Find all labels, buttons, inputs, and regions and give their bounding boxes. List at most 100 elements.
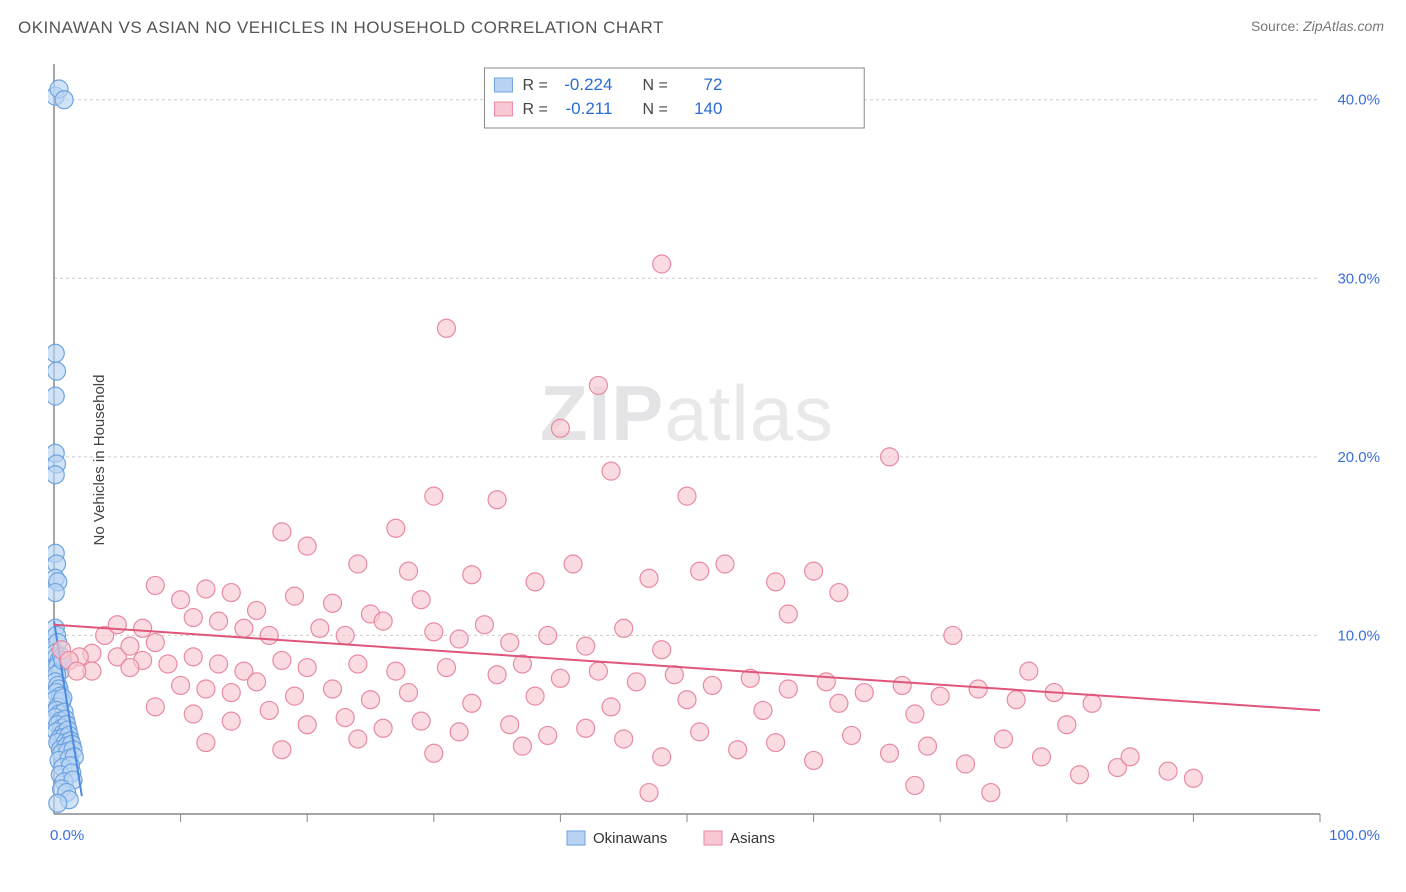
data-point-asians: [1032, 748, 1050, 766]
watermark: ZIPatlas: [540, 369, 834, 457]
data-point-asians: [602, 462, 620, 480]
data-point-asians: [437, 319, 455, 337]
data-point-asians: [197, 734, 215, 752]
stats-n-value-okinawans: 72: [704, 75, 723, 94]
stats-r-label: R =: [522, 77, 547, 94]
stats-r-value-okinawans: -0.224: [564, 75, 612, 94]
x-max-label: 100.0%: [1329, 827, 1380, 844]
data-point-asians: [286, 687, 304, 705]
data-point-asians: [260, 626, 278, 644]
stats-n-label: N =: [642, 101, 667, 118]
stats-r-label: R =: [522, 101, 547, 118]
source-attribution: Source: ZipAtlas.com: [1251, 18, 1384, 34]
data-point-asians: [805, 562, 823, 580]
legend-swatch-okinawans: [567, 831, 585, 845]
data-point-asians: [906, 776, 924, 794]
data-point-asians: [349, 555, 367, 573]
data-point-asians: [767, 573, 785, 591]
data-point-asians: [475, 616, 493, 634]
data-point-asians: [324, 594, 342, 612]
data-point-asians: [678, 691, 696, 709]
data-point-asians: [248, 673, 266, 691]
data-point-asians: [653, 255, 671, 273]
data-point-asians: [1070, 766, 1088, 784]
data-point-asians: [222, 712, 240, 730]
data-point-asians: [665, 666, 683, 684]
data-point-asians: [817, 673, 835, 691]
data-point-asians: [336, 626, 354, 644]
data-point-asians: [184, 609, 202, 627]
data-point-asians: [1007, 691, 1025, 709]
data-point-asians: [957, 755, 975, 773]
data-point-asians: [526, 573, 544, 591]
data-point-asians: [210, 612, 228, 630]
data-point-asians: [412, 591, 430, 609]
data-point-asians: [969, 680, 987, 698]
data-point-asians: [68, 662, 86, 680]
source-site: ZipAtlas.com: [1303, 18, 1384, 34]
data-point-asians: [931, 687, 949, 705]
data-point-asians: [653, 748, 671, 766]
data-point-asians: [273, 523, 291, 541]
data-point-asians: [881, 744, 899, 762]
data-point-asians: [526, 687, 544, 705]
data-point-asians: [779, 605, 797, 623]
data-point-asians: [298, 659, 316, 677]
data-point-asians: [121, 637, 139, 655]
data-point-asians: [678, 487, 696, 505]
chart-container: OKINAWAN VS ASIAN NO VEHICLES IN HOUSEHO…: [0, 0, 1406, 892]
y-axis-label: No Vehicles in Household: [91, 375, 108, 546]
data-point-asians: [855, 684, 873, 702]
data-point-asians: [589, 376, 607, 394]
stats-swatch-okinawans: [494, 78, 512, 92]
data-point-asians: [551, 419, 569, 437]
data-point-asians: [691, 723, 709, 741]
data-point-asians: [425, 623, 443, 641]
data-point-asians: [349, 655, 367, 673]
data-point-asians: [121, 659, 139, 677]
data-point-asians: [374, 612, 392, 630]
data-point-asians: [805, 751, 823, 769]
data-point-okinawans: [48, 466, 64, 484]
data-point-asians: [691, 562, 709, 580]
data-point-asians: [729, 741, 747, 759]
data-point-asians: [463, 566, 481, 584]
data-point-asians: [159, 655, 177, 673]
data-point-okinawans: [49, 794, 67, 812]
data-point-asians: [881, 448, 899, 466]
legend-label-okinawans: Okinawans: [593, 830, 667, 847]
y-tick-label: 30.0%: [1337, 270, 1380, 287]
data-point-asians: [387, 662, 405, 680]
data-point-asians: [944, 626, 962, 644]
data-point-asians: [501, 634, 519, 652]
data-point-asians: [539, 726, 557, 744]
data-point-asians: [716, 555, 734, 573]
data-point-asians: [906, 705, 924, 723]
data-point-asians: [184, 648, 202, 666]
data-point-asians: [1159, 762, 1177, 780]
data-point-asians: [222, 584, 240, 602]
data-point-okinawans: [48, 584, 64, 602]
data-point-asians: [1058, 716, 1076, 734]
data-point-asians: [830, 694, 848, 712]
data-point-okinawans: [48, 362, 66, 380]
data-point-asians: [653, 641, 671, 659]
stats-n-value-asians: 140: [694, 99, 722, 118]
data-point-okinawans: [48, 387, 64, 405]
data-point-asians: [298, 537, 316, 555]
data-point-asians: [463, 694, 481, 712]
data-point-asians: [615, 730, 633, 748]
source-prefix: Source:: [1251, 18, 1303, 34]
stats-swatch-asians: [494, 102, 512, 116]
data-point-asians: [146, 698, 164, 716]
data-point-asians: [298, 716, 316, 734]
data-point-asians: [627, 673, 645, 691]
data-point-asians: [146, 576, 164, 594]
data-point-asians: [995, 730, 1013, 748]
data-point-asians: [703, 676, 721, 694]
y-tick-label: 20.0%: [1337, 449, 1380, 466]
data-point-asians: [589, 662, 607, 680]
data-point-asians: [197, 580, 215, 598]
data-point-asians: [577, 637, 595, 655]
data-point-asians: [1184, 769, 1202, 787]
